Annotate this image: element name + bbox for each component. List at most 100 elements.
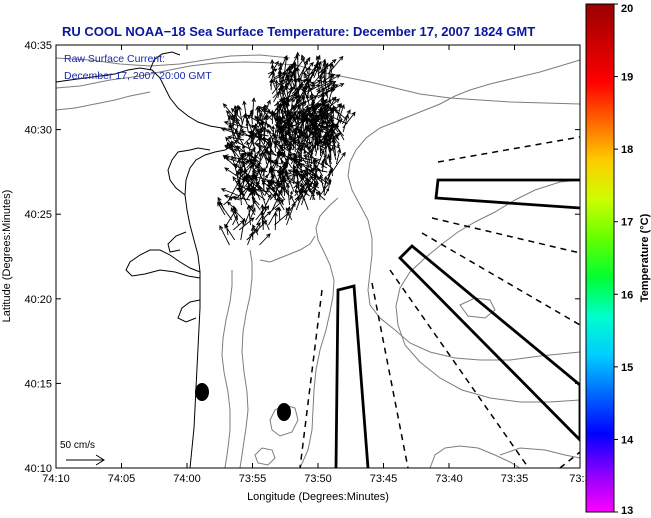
current-vector <box>271 188 283 211</box>
current-vector <box>331 151 346 173</box>
current-vector <box>239 186 248 206</box>
current-vector <box>335 123 345 141</box>
current-vector <box>238 217 255 231</box>
colorbar-label: Temperature (°C) <box>639 213 651 302</box>
current-vector <box>323 141 328 165</box>
current-vector <box>237 180 242 206</box>
current-vector <box>319 179 332 197</box>
colorbar-tick-label: 19 <box>621 72 633 84</box>
current-vector <box>263 113 269 137</box>
current-vector <box>308 119 313 145</box>
current-vector <box>251 158 264 181</box>
current-vector <box>274 211 291 226</box>
current-vector <box>331 105 336 129</box>
current-vector <box>286 73 291 87</box>
y-tick-label: 40:15 <box>24 378 52 390</box>
current-vector <box>293 66 298 91</box>
current-vector <box>285 182 290 206</box>
colorbar-tick-label: 17 <box>621 217 633 229</box>
current-vector <box>259 233 271 246</box>
current-vector <box>280 133 296 149</box>
colorbar-tick-label: 15 <box>621 362 633 374</box>
contour-line <box>56 54 291 67</box>
current-vector <box>247 232 253 246</box>
colorbar-tick-label: 14 <box>621 434 634 446</box>
current-vector <box>295 179 301 196</box>
current-vector <box>285 157 293 169</box>
current-vector <box>268 206 279 226</box>
data-blob <box>195 383 209 401</box>
current-vector <box>271 78 277 91</box>
current-vector <box>279 125 286 149</box>
colorbar-tick-label: 13 <box>621 505 633 517</box>
dashed-line <box>299 289 323 468</box>
current-vector <box>301 107 306 133</box>
current-vector <box>265 136 272 157</box>
current-vector <box>228 143 242 161</box>
current-vector <box>224 223 236 241</box>
current-vector <box>320 74 341 87</box>
current-vector <box>299 129 306 153</box>
current-vector <box>276 139 287 161</box>
beam-east <box>434 178 580 210</box>
coastline-inlet <box>125 249 201 279</box>
current-vector <box>278 65 283 83</box>
current-vector <box>331 145 337 161</box>
colorbar-tick-label: 16 <box>621 289 633 301</box>
current-vector <box>268 60 279 79</box>
contour-line <box>239 249 253 468</box>
current-vector <box>237 105 243 125</box>
current-vector <box>324 187 330 197</box>
current-vector <box>303 71 313 95</box>
current-vector <box>318 109 324 129</box>
colorbar <box>585 3 615 513</box>
current-vector <box>311 103 320 121</box>
current-vector <box>292 155 297 181</box>
x-tick-label: 73:3 <box>569 473 590 485</box>
current-vector <box>281 178 289 196</box>
current-vector <box>322 61 327 83</box>
current-vector <box>220 188 240 197</box>
current-vector <box>245 122 249 133</box>
current-vector <box>252 112 263 133</box>
y-tick-label: 40:30 <box>24 125 52 137</box>
current-vector <box>223 120 248 129</box>
dashed-line <box>437 136 580 163</box>
contour-line <box>254 447 276 466</box>
current-vector <box>273 66 295 79</box>
dashed-line <box>371 282 409 468</box>
x-tick-label: 73:45 <box>370 473 398 485</box>
coastline-inlet <box>167 231 187 253</box>
coastline-bay <box>167 147 211 196</box>
current-vector <box>285 116 291 133</box>
current-vector <box>274 178 280 201</box>
current-vector <box>267 184 280 197</box>
current-vector <box>277 197 285 211</box>
current-vector <box>317 167 323 177</box>
current-vector <box>306 145 312 169</box>
colorbar-tick-label: 20 <box>621 3 633 15</box>
current-vector <box>230 113 235 133</box>
current-vector <box>261 218 265 231</box>
beam-south <box>334 284 370 468</box>
y-axis-label: Latitude (Degrees:Minutes) <box>1 190 13 323</box>
y-tick-label: 40:10 <box>24 463 52 475</box>
current-vector <box>284 170 295 193</box>
current-vector <box>262 136 276 157</box>
current-vector <box>312 180 318 201</box>
current-vector <box>326 73 334 95</box>
contour-line <box>259 235 316 263</box>
dashed-line <box>421 232 580 326</box>
current-vector <box>240 217 246 241</box>
dashed-line <box>389 269 530 468</box>
current-vector <box>295 194 303 211</box>
coastline-north-inner <box>149 51 181 71</box>
contour-line <box>299 197 339 468</box>
current-vector <box>297 150 307 165</box>
current-vector <box>246 204 252 226</box>
current-vector <box>332 138 337 157</box>
current-vector <box>251 222 261 236</box>
current-vector <box>319 174 325 193</box>
x-tick-label: 73:50 <box>304 473 332 485</box>
